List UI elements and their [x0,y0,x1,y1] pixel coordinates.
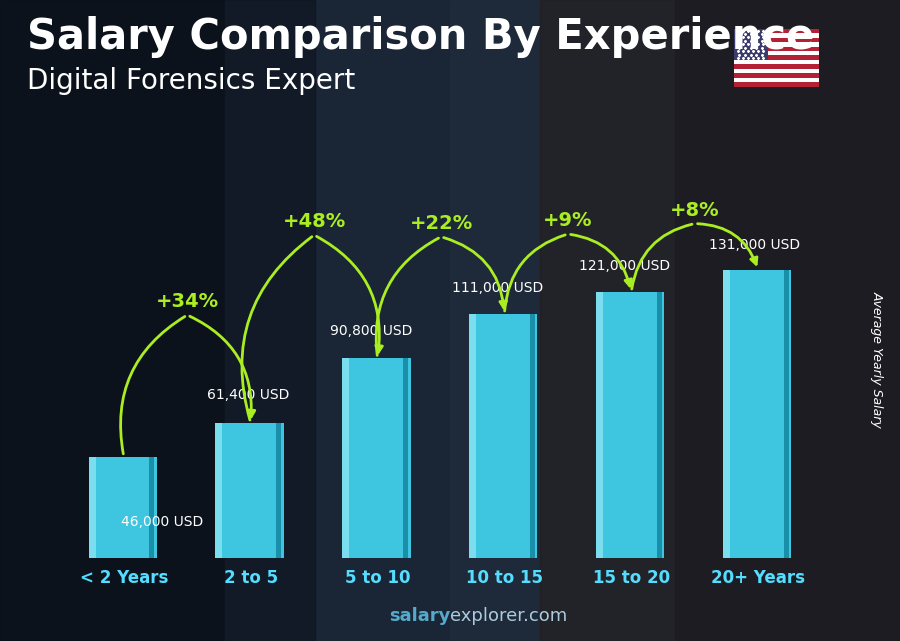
Bar [0,0,315,641]
Bar [734,29,819,33]
Text: explorer.com: explorer.com [450,607,567,625]
Bar [723,270,730,558]
Bar [734,82,819,87]
Bar [734,29,768,60]
Bar [734,51,819,56]
Bar [218,422,284,558]
Bar [472,313,537,558]
Bar [530,313,535,558]
Bar [540,0,900,641]
Text: 111,000 USD: 111,000 USD [453,281,544,296]
Bar [734,33,819,38]
Bar [784,270,788,558]
Text: +22%: +22% [410,214,472,233]
Text: salary: salary [389,607,450,625]
Bar [734,64,819,69]
Bar [225,0,450,641]
Bar [149,456,154,558]
Bar [675,0,900,641]
Bar [734,47,819,51]
Bar [403,358,408,558]
Bar [91,456,157,558]
Bar [598,292,664,558]
Bar [88,456,95,558]
Text: 46,000 USD: 46,000 USD [122,515,203,529]
Bar [734,56,819,60]
Bar [215,422,222,558]
Text: 90,800 USD: 90,800 USD [330,324,412,338]
Text: +34%: +34% [156,292,219,311]
Text: 61,400 USD: 61,400 USD [207,388,289,401]
Text: 131,000 USD: 131,000 USD [709,238,800,253]
Bar [734,60,819,64]
Bar [0,0,225,641]
Bar [734,38,819,42]
Text: 121,000 USD: 121,000 USD [580,260,670,273]
Text: +9%: +9% [543,212,592,230]
Bar [734,69,819,73]
Bar [469,313,476,558]
Text: Salary Comparison By Experience: Salary Comparison By Experience [27,16,814,58]
Bar [345,358,410,558]
Text: +8%: +8% [670,201,720,220]
Bar [342,358,349,558]
Bar [596,292,603,558]
Text: Digital Forensics Expert: Digital Forensics Expert [27,67,356,96]
Text: Average Yearly Salary: Average Yearly Salary [871,290,884,428]
Bar [734,73,819,78]
Bar [657,292,662,558]
Bar [725,270,791,558]
Bar [450,0,675,641]
Text: +48%: +48% [283,212,346,231]
Bar [734,78,819,82]
Bar [734,42,819,47]
Bar [276,422,281,558]
